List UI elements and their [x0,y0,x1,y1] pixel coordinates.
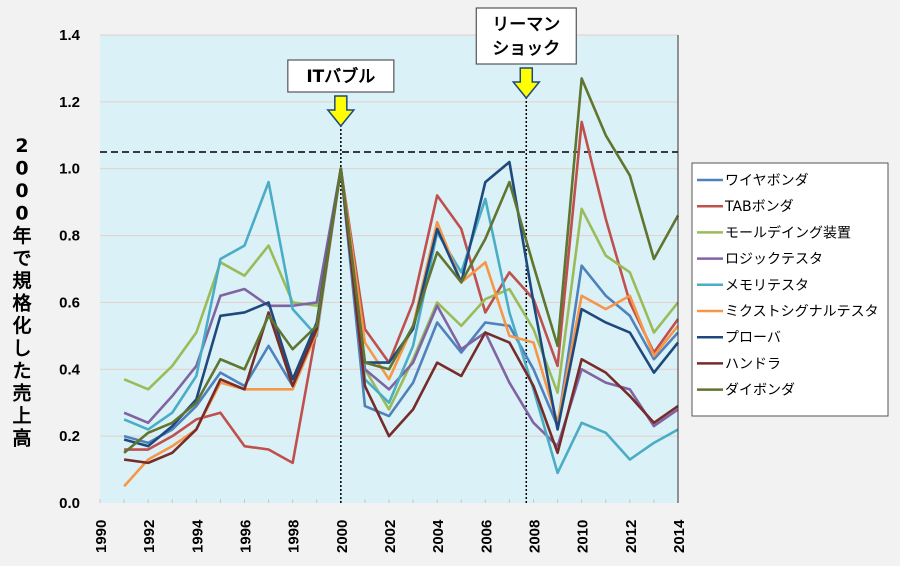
y-tick-label: 0.2 [59,428,80,445]
x-tick-label: 2008 [527,520,544,553]
annotation-box [287,59,395,93]
y-tick-label: 0.4 [59,361,81,378]
legend-label: ハンドラ [725,356,781,372]
y-axis-label-char: 規 [12,270,31,292]
legend-label: TABボンダ [724,199,794,215]
legend-label: プローバ [725,330,781,346]
series-line [124,120,680,465]
y-axis-label-char: 高 [12,427,31,450]
down-arrow-icon [511,67,541,100]
x-tick-label: 1994 [189,519,206,553]
x-tick-label: 2002 [382,520,399,553]
plot-area [100,35,678,503]
down-arrow-icon [326,95,356,128]
annotation-label: ITバブル [306,66,375,87]
series-line [123,167,679,475]
x-tick-label: 1996 [238,520,255,553]
y-axis-label-char: 化 [12,314,31,337]
y-tick-label: 0.8 [59,228,80,245]
y-tick-label: 1.4 [59,27,81,44]
legend: ワイヤボンダ TABボンダモールデイング装置ロジックテスタメモリテスタミクストシグ… [691,162,889,417]
y-tick-label: 1.2 [59,94,80,111]
y-axis-label-char: 0 [15,158,28,180]
x-tick-label: 1992 [141,520,158,553]
y-axis-label-char: 売 [12,382,31,405]
y-axis-label-char: で [12,248,31,270]
legend-label: ミクストシグナルテスタ [725,304,879,320]
y-tick-label: 0.6 [59,294,80,311]
series-line [123,167,679,445]
annotation-label: ショック [492,39,560,59]
y-axis-label-char: 0 [15,203,28,225]
series-line [123,167,679,465]
x-tick-label: 2010 [575,520,592,553]
x-tick-label: 2006 [478,520,495,553]
legend-label: モールデイング装置 [725,224,851,241]
x-tick-label: 2000 [334,520,351,553]
y-axis-label-char: 上 [12,405,31,427]
legend-label: ダイボンダ [725,383,795,399]
annotation-box [475,7,577,65]
y-axis-label-char: 0 [15,180,28,202]
legend-label: ワイヤボンダ [725,173,809,189]
x-tick-label: 2014 [671,519,688,553]
legend-label: ロジックテスタ [725,252,823,268]
y-axis-label-char: 2 [15,135,28,157]
series-line [123,77,680,454]
annotation-label: リーマン [492,15,560,35]
y-axis-label-char: 格 [12,292,32,315]
y-axis-label-char: し [12,338,31,360]
x-tick-label: 1998 [286,520,303,553]
y-axis-label-char: た [12,360,31,382]
y-tick-label: 1.0 [59,161,80,178]
y-tick-label: 0.0 [59,495,80,512]
x-tick-label: 2012 [623,520,640,553]
x-tick-label: 1990 [93,520,110,553]
legend-label: メモリテスタ [725,278,809,294]
x-tick-label: 2004 [430,519,447,553]
y-axis-label-char: 年 [12,224,31,247]
